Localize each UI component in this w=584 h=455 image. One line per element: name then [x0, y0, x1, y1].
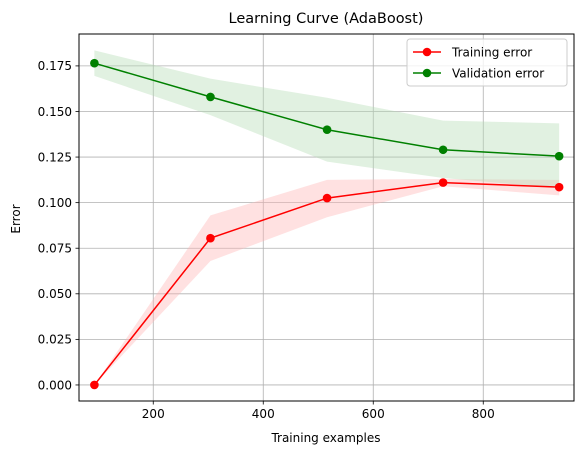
y-tick-label: 0.000 [38, 378, 72, 392]
x-tick-label: 400 [252, 407, 275, 421]
y-tick-label: 0.025 [38, 333, 72, 347]
training-error-point [322, 193, 332, 203]
training-error-point [438, 178, 448, 187]
validation-error-point [206, 92, 215, 102]
validation-error-point [554, 151, 564, 161]
chart-title: Learning Curve (AdaBoost) [229, 11, 424, 27]
x-axis-ticks: 200 400 600 800 [142, 401, 495, 421]
x-tick-label: 800 [472, 407, 495, 421]
training-error-band [94, 178, 560, 385]
training-error-point [90, 380, 99, 390]
x-tick-label: 600 [362, 407, 385, 421]
confidence-bands [94, 50, 560, 385]
validation-error-point [322, 125, 332, 135]
validation-error-point [90, 58, 99, 68]
y-tick-label: 0.100 [38, 196, 72, 210]
legend-training-label: Training error [451, 45, 532, 59]
series-points [90, 58, 564, 390]
y-axis-label: Error [9, 204, 23, 233]
x-axis-label: Training examples [270, 431, 380, 445]
y-tick-label: 0.150 [38, 105, 72, 119]
y-axis-ticks: 0.000 0.025 0.050 0.075 0.100 0.125 0.150 0.175 [38, 59, 79, 392]
validation-error-point [438, 145, 448, 155]
y-tick-label: 0.175 [38, 59, 72, 73]
grid-lines [79, 34, 574, 401]
legend: Training error Validation error [406, 38, 568, 87]
x-tick-label: 200 [142, 407, 165, 421]
y-tick-label: 0.125 [38, 150, 72, 164]
y-tick-label: 0.075 [38, 242, 72, 256]
training-error-point [206, 233, 215, 243]
legend-box [406, 38, 568, 87]
training-error-point [554, 182, 564, 192]
y-tick-label: 0.050 [38, 287, 72, 301]
legend-training-marker [422, 47, 432, 57]
plot-frame [78, 33, 575, 402]
legend-validation-marker [422, 68, 432, 78]
legend-validation-label: Validation error [452, 66, 544, 80]
